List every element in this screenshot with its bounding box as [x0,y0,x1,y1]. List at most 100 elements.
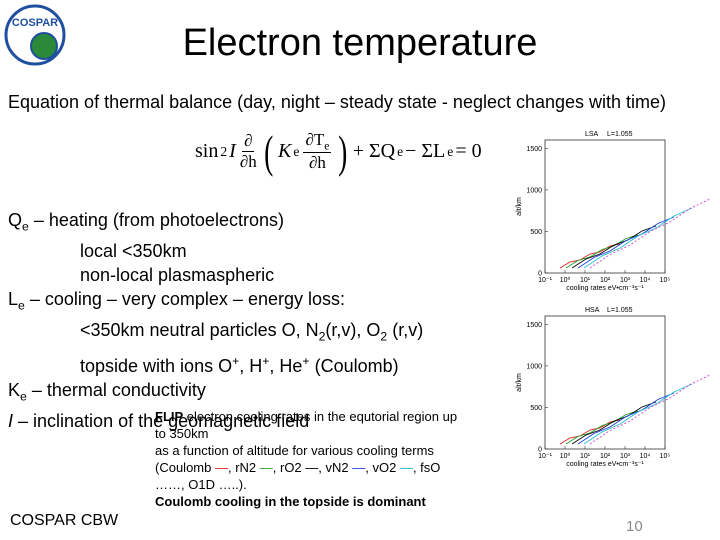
eq-part: ∂T [305,129,325,149]
text-segment: non-local plasmaspheric [80,265,275,285]
sub-item: <350km neutral particles O, N2(r,v), O2 … [8,318,423,349]
eq-part: 2 [220,143,228,159]
page-number: 10 [626,518,643,535]
sub-item: local <350km [8,239,423,263]
x-tick-label: 10¹ [580,277,591,284]
figure-caption: FLIP electron cooling rates in the equto… [155,408,457,510]
list-item: I – inclination of the geomagnetic field [8,409,423,433]
decorative-curve [589,198,710,269]
eq-part: I [229,140,236,162]
sub-item: non-local plasmaspheric [8,263,423,287]
eq-part: e [324,139,330,153]
text-segment: 2 [380,329,388,344]
x-tick-label: 10² [600,277,611,284]
list-item: Ke – thermal conductivity [8,378,423,409]
caption-line: Coulomb cooling in the topside is domina… [155,493,457,510]
text-segment: I [8,410,14,431]
text-segment: topside with ions O [80,355,233,376]
text-segment: electron cooling rates in the equtorial … [183,409,458,424]
eq-part: K [278,140,292,162]
text-segment: – heating (from photoelectrons) [28,210,284,230]
text-segment: + [262,353,270,368]
eq-part: ∂h [239,152,257,171]
eq-part: + ΣQ [352,140,396,162]
y-tick-label: 500 [530,229,542,236]
text-segment: — [214,460,228,475]
eq-part: − ΣL [405,140,446,162]
text-segment: e [22,219,29,234]
plot-label: L=1.055 [607,307,633,314]
intro-text: Equation of thermal balance (day, night … [8,92,667,112]
plot-label: LSA [585,131,599,138]
text-segment: , vN2 [318,460,353,475]
text-segment: Q [8,210,23,230]
caption-line: ……, O1D …..). [155,476,457,493]
eq-fraction: ∂ ∂h [240,131,257,172]
eq-part: ∂ [242,131,255,152]
plot-label: L=1.055 [607,131,633,138]
text-segment: <350km neutral particles O, N [80,320,319,340]
eq-part: = 0 [455,140,482,162]
x-tick-label: 10³ [620,277,631,284]
text-segment: , He [269,355,303,376]
decorative-curve [589,374,710,445]
decorative-curve [577,216,675,269]
caption-line: (Coulomb —, rN2 —, rO2 —, vN2 —, vO2 —, … [155,459,457,476]
eq-part: e [397,143,404,159]
list-item: Le – cooling – very complex – energy los… [8,287,423,318]
x-axis-label: cooling rates eV•cm⁻³s⁻¹ [566,285,644,292]
plot-label: HSA [585,307,600,314]
y-tick-label: 1500 [526,322,542,329]
slide-title: Electron temperature [182,22,538,64]
text-segment: as a function of altitude for various co… [155,443,434,458]
x-axis-label: cooling rates eV•cm⁻³s⁻¹ [566,461,644,468]
caption-line: as a function of altitude for various co… [155,442,457,459]
decorative-curve [577,392,675,445]
eq-part: ∂h [308,153,326,173]
y-axis-label: alt/km [516,373,523,392]
text-segment: FLIP [155,409,184,424]
text-segment: K [8,380,21,400]
text-segment: – inclination of the geomagnetic field [13,410,310,431]
decorative-curve [583,207,693,269]
eq-fraction: ∂Te ∂h [303,129,332,173]
x-tick-label: 10⁻¹ [538,277,552,284]
text-segment: — [399,460,413,475]
text-segment: (r,v), O [325,320,381,340]
text-segment: , vO2 [365,460,400,475]
sub-item: topside with ions O+, H+, He+ (Coulomb) [8,349,423,378]
caption-line: to 350km [155,425,457,442]
eq-part: e [447,143,454,159]
x-tick-label: 10⁰ [560,452,571,460]
decorative-curve [571,225,657,269]
y-tick-label: 1500 [526,146,542,153]
text-segment: – thermal conductivity [26,380,206,400]
text-segment: — [352,460,366,475]
text-segment: local <350km [80,240,187,261]
y-tick-label: 1000 [526,187,542,194]
y-tick-label: 500 [530,405,542,412]
x-tick-label: 10⁰ [560,276,571,284]
eq-part: sin [195,140,219,162]
x-tick-label: 10¹ [580,453,591,460]
caption-line: FLIP electron cooling rates in the equto… [155,408,457,425]
eq-part: ( [263,126,273,177]
text-segment: 2 [318,329,326,344]
text-segment: (Coulomb [155,460,215,475]
x-tick-label: 10² [600,453,611,460]
y-tick-label: 1000 [526,363,542,370]
text-segment: e [20,389,27,404]
y-tick-label: 0 [538,447,542,454]
eq-part: ) [338,126,348,177]
text-segment: , fsO [412,460,441,475]
x-tick-label: 10⁻¹ [538,453,552,460]
text-segment: + [302,353,310,368]
text-segment: + [232,353,240,368]
text-segment: , H [239,355,263,376]
body-list: Qe – heating (from photoelectrons) local … [8,208,423,433]
x-tick-label: 10⁴ [640,453,651,460]
x-tick-label: 10⁵ [660,453,671,460]
decorative-curve [559,419,621,445]
text-segment: to 350km [155,426,209,441]
